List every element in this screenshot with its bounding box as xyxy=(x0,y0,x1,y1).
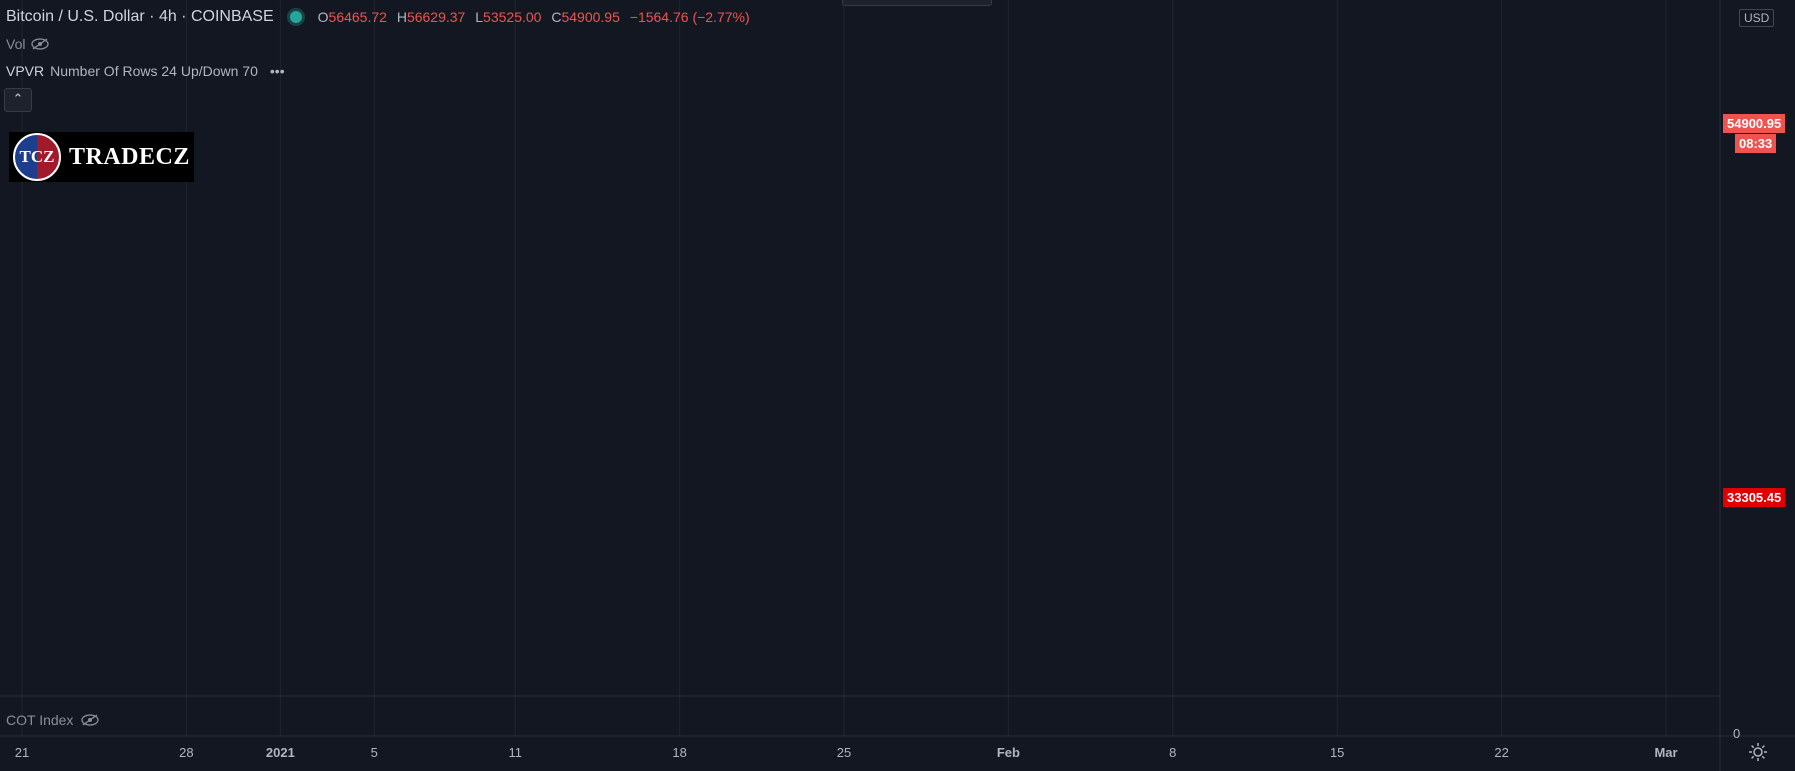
change-value: −1564.76 (−2.77%) xyxy=(629,9,750,25)
low-value: 53525.00 xyxy=(483,9,542,25)
market-status-icon xyxy=(289,11,302,23)
symbol-header: Bitcoin / U.S. Dollar · 4h · COINBASE O5… xyxy=(6,8,756,26)
symbol-name: Bitcoin / U.S. Dollar xyxy=(6,8,145,25)
vpvr-label: VPVR xyxy=(6,63,45,79)
time-tick-label: 25 xyxy=(837,745,851,760)
tradecz-logo: TCZ TRADECZ xyxy=(9,132,194,182)
open-label: O xyxy=(317,9,329,25)
time-tick-label: 18 xyxy=(672,745,686,760)
cot-label: COT Index xyxy=(6,712,74,728)
high-label: H xyxy=(396,9,407,25)
vpvr-indicator-row[interactable]: VPVR Number Of Rows 24 Up/Down 70 ••• xyxy=(6,63,285,79)
currency-label[interactable]: USD xyxy=(1739,9,1775,27)
close-value: 54900.95 xyxy=(561,9,620,25)
symbol-title[interactable]: Bitcoin / U.S. Dollar · 4h · COINBASE xyxy=(6,8,274,25)
grid xyxy=(0,0,1720,736)
time-tick-label: 21 xyxy=(15,745,29,760)
vpvr-params: Number Of Rows 24 Up/Down 70 xyxy=(50,63,258,79)
top-toolbar-handle[interactable] xyxy=(842,0,992,6)
time-tick-label: 22 xyxy=(1494,745,1508,760)
open-value: 56465.72 xyxy=(328,9,387,25)
logo-name: TRADECZ xyxy=(69,143,190,170)
vol-indicator-row[interactable]: Vol xyxy=(6,36,50,52)
gear-icon[interactable] xyxy=(1748,742,1768,762)
eye-hidden-icon[interactable] xyxy=(81,714,100,726)
logo-mark: TCZ xyxy=(13,133,61,181)
time-tick-label: 2021 xyxy=(266,745,295,760)
time-tick-label: 5 xyxy=(371,745,378,760)
exchange: COINBASE xyxy=(190,8,274,25)
last-price-badge: 54900.95 xyxy=(1723,114,1786,133)
hline-price-badge: 33305.45 xyxy=(1723,488,1786,507)
low-label: L xyxy=(475,9,484,25)
time-tick-label: 11 xyxy=(508,745,522,760)
more-icon[interactable]: ••• xyxy=(269,63,285,79)
collapse-chevron-up-icon[interactable]: ⌃ xyxy=(4,88,32,112)
time-tick-label: 15 xyxy=(1330,745,1344,760)
cot-indicator-row[interactable]: COT Index xyxy=(6,712,100,728)
time-tick-label: 28 xyxy=(179,745,193,760)
interval: 4h xyxy=(158,8,177,25)
time-tick-label: 8 xyxy=(1169,745,1176,760)
eye-hidden-icon[interactable] xyxy=(31,38,50,50)
time-tick-label: Feb xyxy=(997,745,1020,760)
pane-zero-label: 0 xyxy=(1733,726,1740,741)
time-tick-label: Mar xyxy=(1654,745,1677,760)
close-label: C xyxy=(551,9,562,25)
countdown-badge: 08:33 xyxy=(1735,134,1777,153)
high-value: 56629.37 xyxy=(406,9,466,25)
ohlc-values: O56465.72 H56629.37 L53525.00 C54900.95 … xyxy=(318,9,756,25)
vol-label: Vol xyxy=(6,36,26,52)
